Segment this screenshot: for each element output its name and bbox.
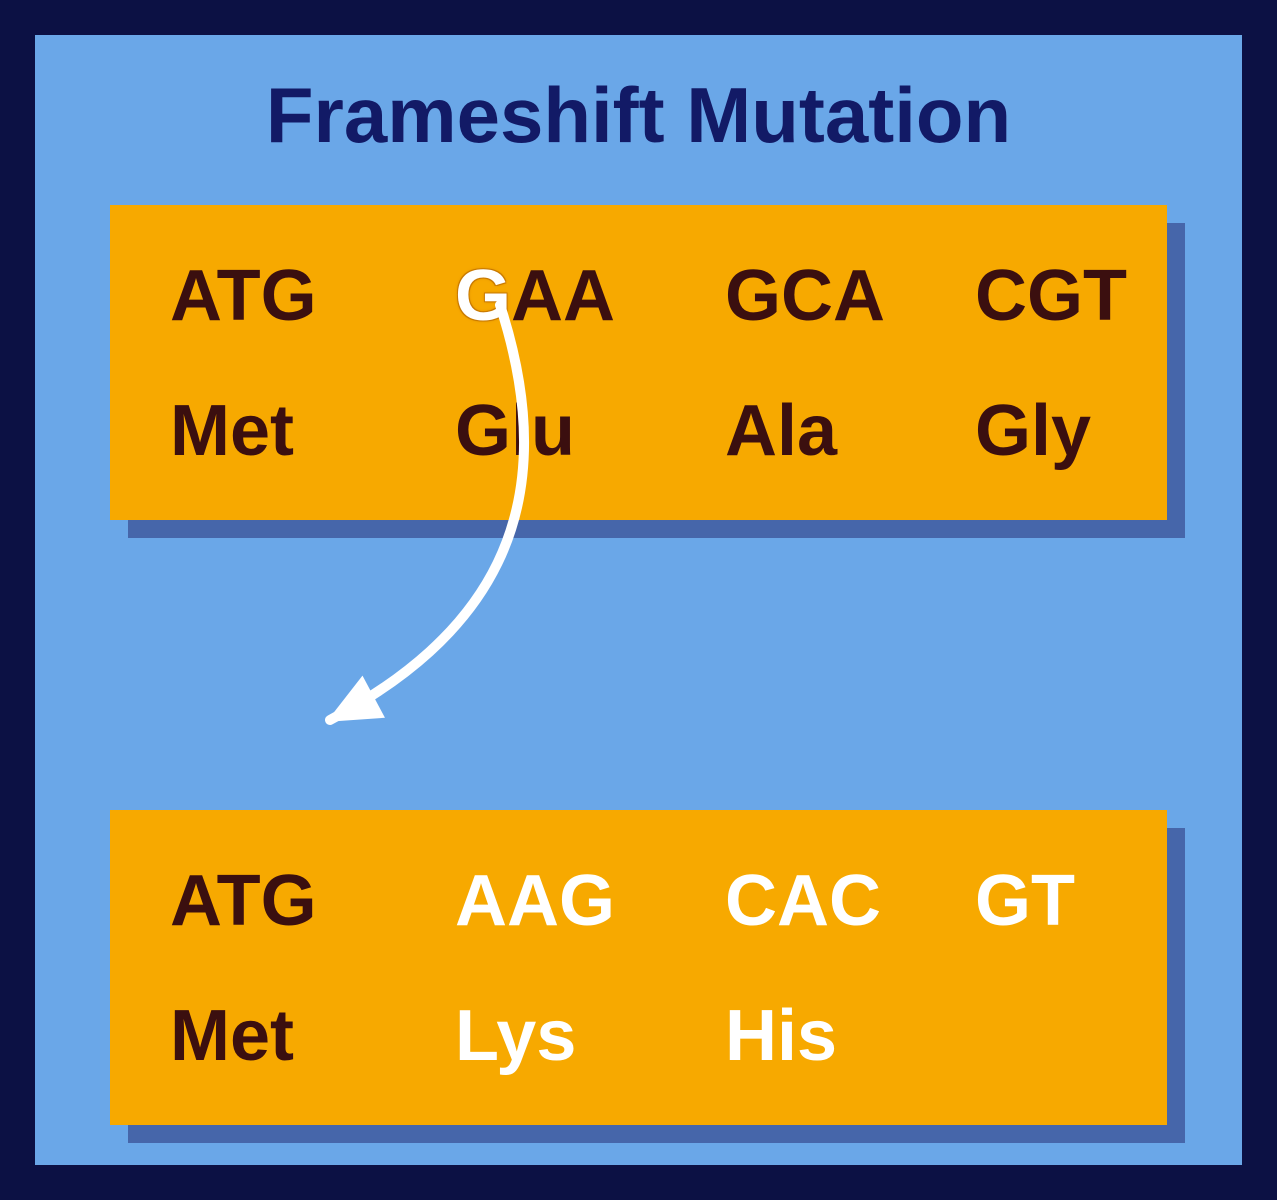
panel-mutated: ATG AAG CAC GT Met Lys His — [110, 810, 1167, 1125]
mut-codon-2: AAG — [455, 860, 615, 942]
amino-4: Gly — [975, 390, 1091, 472]
mut-amino-3: His — [725, 995, 837, 1077]
codon-4: CGT — [975, 255, 1127, 337]
codon-2: GAA — [455, 255, 615, 337]
codon-3: GCA — [725, 255, 885, 337]
panel-original: ATG GAA GCA CGT Met Glu Ala Gly — [110, 205, 1167, 520]
diagram-outer: Frameshift Mutation ATG GAA GCA CGT Met … — [0, 0, 1277, 1200]
codon-1: ATG — [170, 255, 317, 337]
mut-amino-1: Met — [170, 995, 294, 1077]
amino-2: Glu — [455, 390, 575, 472]
mut-codon-4: GT — [975, 860, 1075, 942]
deleted-base: G — [455, 256, 511, 336]
amino-3: Ala — [725, 390, 837, 472]
mut-amino-2: Lys — [455, 995, 576, 1077]
amino-1: Met — [170, 390, 294, 472]
mut-codon-3: CAC — [725, 860, 881, 942]
diagram-title: Frameshift Mutation — [0, 70, 1277, 161]
mut-codon-1: ATG — [170, 860, 317, 942]
